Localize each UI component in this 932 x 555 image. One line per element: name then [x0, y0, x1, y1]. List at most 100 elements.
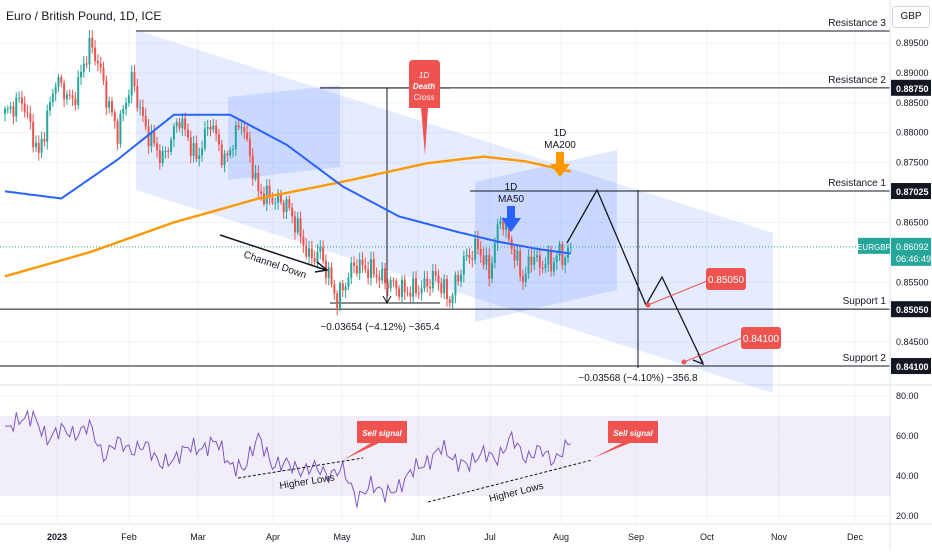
candle-body — [452, 295, 454, 303]
candle-body — [52, 94, 54, 102]
time-axis[interactable]: 2023 Feb Mar Apr May Jun Jul Aug Sep Oct Nov Dec — [0, 524, 932, 542]
candle-body — [291, 208, 293, 217]
candle-body — [421, 288, 423, 293]
candle-body — [218, 134, 220, 144]
countdown-label: 06:46:49 — [896, 254, 931, 264]
time-tick-label: Mar — [190, 532, 206, 542]
candle-body — [468, 255, 470, 258]
candle-body — [364, 265, 366, 269]
candle-body — [63, 83, 65, 99]
candle-body — [378, 277, 380, 281]
candle-body — [544, 264, 546, 268]
candle-body — [249, 139, 251, 155]
time-tick-label: Dec — [847, 532, 864, 542]
level-name: Resistance 2 — [828, 75, 886, 86]
candle-body — [46, 111, 48, 142]
candle-body — [519, 251, 521, 276]
candle-body — [347, 278, 349, 287]
candle-body — [142, 107, 144, 116]
candle-body — [350, 263, 352, 278]
candle-body — [156, 143, 158, 150]
sell-signal-1-label: Sell signal — [362, 429, 402, 438]
candle-body — [311, 249, 313, 259]
candle-body — [429, 287, 431, 289]
rsi-tick-label: 20.00 — [896, 511, 919, 521]
candle-body — [266, 186, 268, 204]
channel-down — [136, 30, 773, 393]
candle-body — [497, 224, 499, 243]
symbol-tag-label: EURGBP — [857, 243, 891, 252]
level-name: Resistance 3 — [828, 18, 886, 29]
svg-text:Channel Down: Channel Down — [242, 249, 308, 281]
svg-text:Cross: Cross — [414, 93, 435, 102]
candle-body — [35, 143, 37, 147]
currency-button[interactable]: GBP — [892, 6, 930, 28]
candle-body — [432, 271, 434, 288]
candle-body — [300, 218, 302, 237]
candle-body — [525, 274, 527, 282]
time-tick-label: Aug — [553, 532, 569, 542]
level-price-label: 0.84100 — [896, 362, 929, 372]
candle-body — [412, 278, 414, 296]
candle-body — [55, 86, 57, 93]
candle-body — [533, 257, 535, 265]
candle-body — [409, 293, 411, 297]
measure-1-label: −0.03654 (−4.12%) −365.4 — [320, 322, 440, 333]
time-tick-label: Nov — [771, 532, 788, 542]
price-tick-label: 0.85500 — [896, 277, 929, 287]
candle-body — [328, 267, 330, 277]
candle-body — [195, 143, 197, 159]
price-tick-label: 0.88000 — [896, 128, 929, 138]
candle-body — [91, 38, 93, 48]
candle-body — [122, 109, 124, 113]
candle-body — [305, 246, 307, 257]
candle-body — [145, 116, 147, 127]
candle-body — [491, 263, 493, 279]
time-tick-label: Feb — [121, 532, 137, 542]
candle-body — [539, 255, 541, 268]
price-tick-label: 0.88500 — [896, 98, 929, 108]
candle-body — [561, 244, 563, 265]
candle-body — [345, 287, 347, 291]
candle-body — [373, 259, 375, 274]
candle-body — [271, 198, 273, 203]
candle-body — [255, 173, 257, 179]
candle-body — [128, 95, 130, 103]
candle-body — [528, 257, 530, 274]
time-tick-label: Sep — [628, 532, 644, 542]
candle-body — [204, 129, 206, 149]
candle-body — [77, 77, 79, 105]
candle-body — [32, 122, 34, 147]
candle-body — [536, 255, 538, 257]
candle-body — [167, 151, 169, 152]
candle-body — [274, 203, 276, 204]
candle-body — [179, 122, 181, 128]
candle-body — [443, 279, 445, 293]
candle-body — [395, 281, 397, 289]
candle-body — [356, 266, 358, 273]
candle-body — [387, 283, 389, 288]
candle-body — [83, 64, 85, 72]
rsi-band — [0, 416, 890, 496]
candle-body — [488, 255, 490, 278]
price-tick-label: 0.87500 — [896, 158, 929, 168]
time-tick-label: Oct — [700, 532, 715, 542]
candle-body — [24, 104, 26, 113]
candle-body — [516, 251, 518, 261]
candle-body — [94, 48, 96, 62]
candle-body — [72, 95, 74, 98]
candle-body — [100, 63, 102, 67]
candle-body — [18, 98, 20, 99]
candle-body — [209, 127, 211, 130]
candle-body — [27, 112, 29, 113]
candle-body — [162, 151, 164, 163]
candle-body — [435, 271, 437, 276]
candle-body — [10, 106, 12, 108]
candle-body — [49, 102, 51, 111]
candle-body — [243, 127, 245, 132]
level-name: Support 2 — [843, 353, 887, 364]
candle-body — [559, 244, 561, 255]
